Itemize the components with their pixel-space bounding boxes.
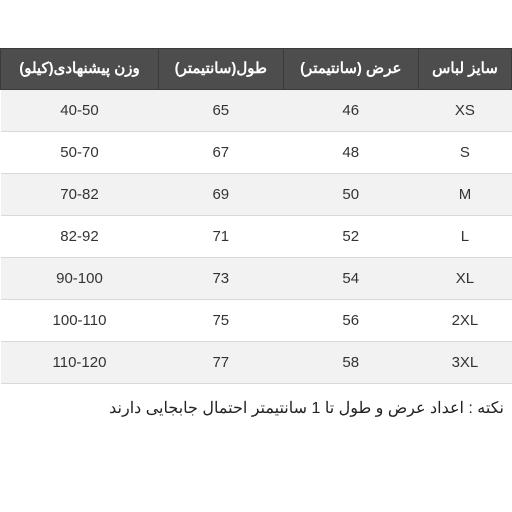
cell-length: 67 [158,131,283,173]
table-row: XL 54 73 90-100 [1,257,512,299]
col-size: سایز لباس [418,49,511,90]
cell-size: S [418,131,511,173]
cell-weight: 70-82 [1,173,159,215]
cell-size: 3XL [418,341,511,383]
cell-size: XL [418,257,511,299]
cell-length: 65 [158,89,283,131]
cell-weight: 40-50 [1,89,159,131]
table-row: 2XL 56 75 100-110 [1,299,512,341]
table-row: S 48 67 50-70 [1,131,512,173]
cell-length: 71 [158,215,283,257]
cell-weight: 50-70 [1,131,159,173]
cell-width: 58 [283,341,418,383]
header-row: سایز لباس عرض (سانتیمتر) طول(سانتیمتر) و… [1,49,512,90]
cell-size: XS [418,89,511,131]
table-row: 3XL 58 77 110-120 [1,341,512,383]
cell-weight: 110-120 [1,341,159,383]
table-row: XS 46 65 40-50 [1,89,512,131]
cell-weight: 82-92 [1,215,159,257]
cell-weight: 90-100 [1,257,159,299]
cell-length: 69 [158,173,283,215]
cell-width: 50 [283,173,418,215]
cell-width: 52 [283,215,418,257]
size-chart-table: سایز لباس عرض (سانتیمتر) طول(سانتیمتر) و… [0,48,512,384]
cell-width: 48 [283,131,418,173]
cell-weight: 100-110 [1,299,159,341]
cell-length: 73 [158,257,283,299]
cell-width: 46 [283,89,418,131]
col-length: طول(سانتیمتر) [158,49,283,90]
col-width: عرض (سانتیمتر) [283,49,418,90]
cell-length: 75 [158,299,283,341]
table-row: L 52 71 82-92 [1,215,512,257]
cell-size: 2XL [418,299,511,341]
cell-length: 77 [158,341,283,383]
cell-width: 54 [283,257,418,299]
col-weight: وزن پیشنهادی(کیلو) [1,49,159,90]
table-row: M 50 69 70-82 [1,173,512,215]
cell-width: 56 [283,299,418,341]
cell-size: L [418,215,511,257]
cell-size: M [418,173,511,215]
footnote: نکته : اعداد عرض و طول تا 1 سانتیمتر احت… [0,384,512,418]
